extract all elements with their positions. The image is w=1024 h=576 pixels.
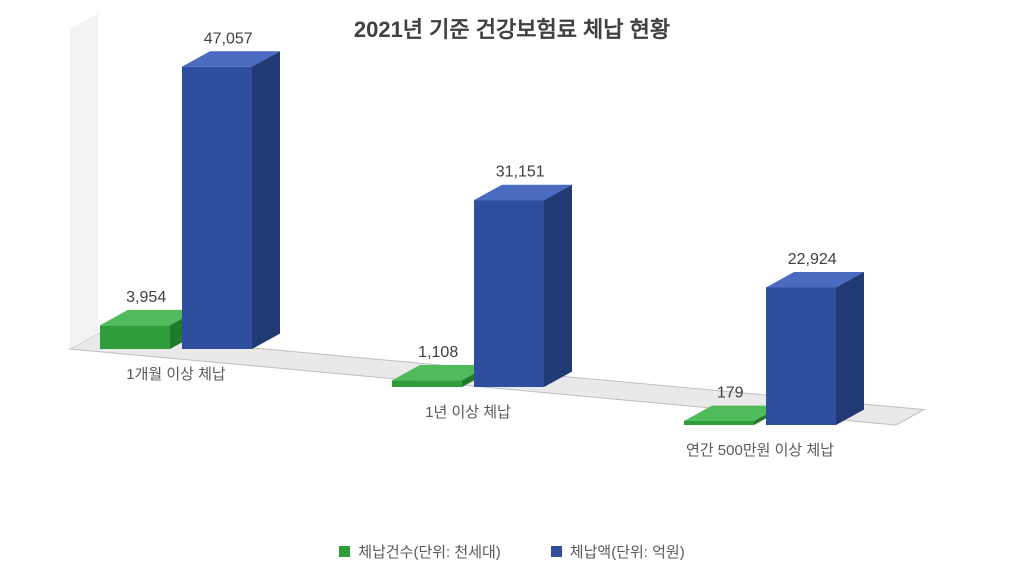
category-label: 1년 이상 체납 bbox=[425, 404, 511, 421]
data-label: 47,057 bbox=[204, 30, 253, 47]
chart-title: 2021년 기준 건강보험료 체납 현황 bbox=[0, 12, 1024, 44]
bar-chart-3d: 1개월 이상 체납1년 이상 체납연간 500만원 이상 체납3,95447,0… bbox=[60, 50, 960, 480]
data-label: 1,108 bbox=[418, 344, 458, 361]
data-label: 31,151 bbox=[496, 164, 545, 181]
data-label: 3,954 bbox=[126, 289, 166, 306]
legend-item: 체납건수(단위: 천세대) bbox=[339, 541, 501, 562]
legend: 체납건수(단위: 천세대) 체납액(단위: 억원) bbox=[0, 541, 1024, 562]
data-label: 22,924 bbox=[788, 251, 837, 268]
legend-swatch bbox=[339, 546, 350, 557]
chart-area: 1개월 이상 체납1년 이상 체납연간 500만원 이상 체납3,95447,0… bbox=[60, 50, 960, 480]
category-label: 연간 500만원 이상 체납 bbox=[686, 442, 834, 459]
legend-label: 체납건수(단위: 천세대) bbox=[358, 541, 501, 562]
legend-label: 체납액(단위: 억원) bbox=[570, 541, 685, 562]
category-label: 1개월 이상 체납 bbox=[126, 366, 226, 383]
legend-item: 체납액(단위: 억원) bbox=[551, 541, 685, 562]
data-label: 179 bbox=[717, 385, 744, 402]
legend-swatch bbox=[551, 546, 562, 557]
